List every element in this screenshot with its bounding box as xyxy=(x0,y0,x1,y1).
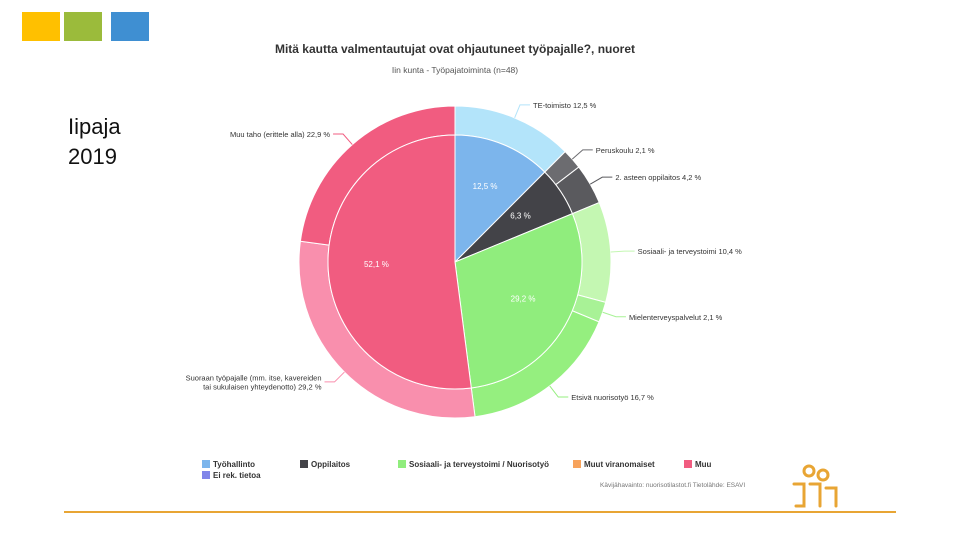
decor-square-yellow xyxy=(22,12,60,41)
outer-slice-label-line-6-1: tai sukulaisen yhteydenotto) 29,2 % xyxy=(203,382,322,391)
inner-labels: 12,5 % 6,3 % 29,2 % 52,1 % xyxy=(364,182,536,303)
inner-slice-0 xyxy=(454,134,546,264)
pie-chart: Mitä kautta valmentautujat ovat ohjautun… xyxy=(186,42,746,489)
inner-slice-2 xyxy=(454,212,583,389)
legend-swatch-2 xyxy=(398,460,406,468)
legend-swatch-1 xyxy=(300,460,308,468)
outer-slice-label-line-0-0: TE-toimisto 12,5 % xyxy=(533,101,597,110)
legend-swatch-4 xyxy=(684,460,692,468)
outer-slice-label-3: Sosiaali- ja terveystoimi 10,4 % xyxy=(638,247,743,256)
outer-label-connector-7 xyxy=(333,133,353,145)
outer-label-connector-0 xyxy=(514,104,530,119)
outer-slice-label-line-7-0: Muu taho (erittele alla) 22,9 % xyxy=(230,130,330,139)
decor-square-blue xyxy=(111,12,149,41)
outer-slice-label-1: Peruskoulu 2,1 % xyxy=(596,146,655,155)
outer-slice-label-7: Muu taho (erittele alla) 22,9 % xyxy=(230,130,330,139)
outer-slice-label-4: Mielenterveyspalvelut 2,1 % xyxy=(629,313,723,322)
chart-title: Mitä kautta valmentautujat ovat ohjautun… xyxy=(275,42,635,56)
legend-swatch-5 xyxy=(202,471,210,479)
people-logo-icon xyxy=(792,464,838,508)
legend-swatch-3 xyxy=(573,460,581,468)
slide-title-line1: Iipaja xyxy=(68,114,121,139)
outer-slice-label-2: 2. asteen oppilaitos 4,2 % xyxy=(615,173,701,182)
outer-slice-label-line-4-0: Mielenterveyspalvelut 2,1 % xyxy=(629,313,723,322)
slide-title: Iipaja 2019 xyxy=(68,112,121,172)
outer-labels: TE-toimisto 12,5 % Peruskoulu 2,1 % 2. ast… xyxy=(186,101,743,402)
legend-label-2: Sosiaali- ja terveystoimi / Nuorisotyö xyxy=(409,460,549,469)
outer-slice-label-line-3-0: Sosiaali- ja terveystoimi 10,4 % xyxy=(638,247,743,256)
legend-swatch-0 xyxy=(202,460,210,468)
outer-slice-label-0: TE-toimisto 12,5 % xyxy=(533,101,597,110)
outer-label-connector-4 xyxy=(602,311,626,318)
outer-label-connector-6 xyxy=(324,371,345,383)
outer-label-connector-2 xyxy=(589,176,613,185)
outer-label-connector-5 xyxy=(549,385,569,398)
outer-slice-label-line-1-0: Peruskoulu 2,1 % xyxy=(596,146,655,155)
decor-square-green xyxy=(64,12,102,41)
inner-pie xyxy=(327,134,583,390)
outer-label-connector-1 xyxy=(571,149,593,160)
chart-legend: Työhallinto Oppilaitos Sosiaali- ja tervey… xyxy=(202,460,712,480)
outer-slice-label-6: Suoraan työpajalle (mm. itse, kavereiden… xyxy=(186,373,322,391)
outer-label-connector-3 xyxy=(610,250,635,253)
outer-slice-label-line-5-0: Etsivä nuorisotyö 16,7 % xyxy=(571,393,654,402)
legend-label-3: Muut viranomaiset xyxy=(584,460,655,469)
outer-slice-label-line-2-0: 2. asteen oppilaitos 4,2 % xyxy=(615,173,701,182)
outer-slice-label-line-6-0: Suoraan työpajalle (mm. itse, kavereiden xyxy=(186,373,322,382)
outer-slice-label-5: Etsivä nuorisotyö 16,7 % xyxy=(571,393,654,402)
inner-slice-label-0: 12,5 % xyxy=(473,182,498,191)
legend-label-5: Ei rek. tietoa xyxy=(213,471,261,480)
chart-subtitle: Iin kunta - Työpajatoiminta (n=48) xyxy=(392,65,518,75)
chart-source: Kävijähavainto: nuorisotilastot.fi Tieto… xyxy=(600,482,745,489)
inner-slice-label-2: 29,2 % xyxy=(511,295,536,304)
legend-label-0: Työhallinto xyxy=(213,460,255,469)
legend-label-4: Muu xyxy=(695,460,712,469)
legend-label-1: Oppilaitos xyxy=(311,460,351,469)
inner-slice-label-1: 6,3 % xyxy=(510,211,530,220)
footer-line xyxy=(64,511,896,513)
inner-slice-label-3: 52,1 % xyxy=(364,260,389,269)
slide-title-line2: 2019 xyxy=(68,144,117,169)
inner-slice-3 xyxy=(327,134,472,390)
